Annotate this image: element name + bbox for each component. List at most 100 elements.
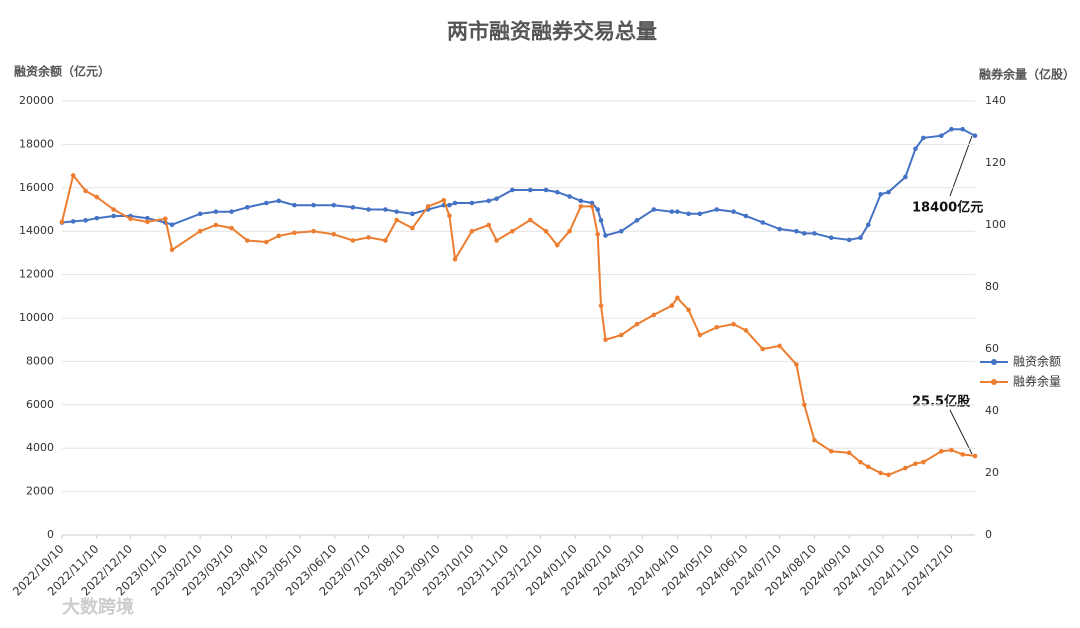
data-point bbox=[878, 192, 883, 197]
data-point bbox=[714, 325, 720, 330]
data-point bbox=[350, 238, 356, 243]
data-point bbox=[331, 232, 337, 237]
data-point bbox=[878, 470, 883, 476]
annotation: 25.5亿股 bbox=[912, 394, 970, 410]
y-tick-label: 2000 bbox=[26, 485, 54, 498]
data-point bbox=[743, 328, 749, 333]
y-tick-label: 10000 bbox=[19, 311, 54, 324]
data-point bbox=[578, 198, 584, 204]
data-point bbox=[292, 230, 297, 236]
data-point bbox=[83, 218, 88, 223]
data-point bbox=[469, 200, 475, 206]
data-point bbox=[802, 231, 807, 236]
watermark: 大数跨境 bbox=[62, 596, 134, 618]
data-point bbox=[589, 200, 595, 206]
data-point bbox=[311, 228, 316, 234]
data-point bbox=[543, 187, 549, 193]
data-point bbox=[595, 232, 600, 237]
data-point bbox=[366, 207, 371, 212]
legend-label: 融券余量 bbox=[1013, 374, 1061, 389]
data-point bbox=[83, 188, 88, 194]
data-point bbox=[197, 228, 203, 234]
y2-tick-label: 140 bbox=[985, 94, 1006, 107]
data-point bbox=[777, 226, 782, 232]
y2-tick-label: 0 bbox=[985, 528, 992, 541]
series-line bbox=[61, 173, 976, 476]
data-point bbox=[567, 194, 572, 199]
annotation-arrow bbox=[949, 135, 973, 197]
y2-tick-label: 20 bbox=[985, 466, 999, 479]
y-tick-label: 0 bbox=[47, 528, 54, 541]
data-point bbox=[812, 437, 817, 443]
data-point bbox=[527, 187, 533, 193]
data-point bbox=[618, 228, 624, 234]
y-tick-label: 4000 bbox=[26, 441, 54, 454]
data-point bbox=[452, 256, 458, 262]
data-point bbox=[598, 218, 604, 223]
data-point bbox=[972, 453, 978, 459]
data-point bbox=[972, 133, 978, 139]
data-point bbox=[598, 303, 604, 308]
data-point bbox=[94, 215, 100, 221]
data-point bbox=[858, 459, 863, 465]
data-point bbox=[846, 450, 852, 456]
data-point bbox=[244, 205, 250, 210]
data-point bbox=[949, 447, 954, 453]
y2-tick-label: 120 bbox=[985, 156, 1006, 169]
y2-tick-label: 80 bbox=[985, 280, 999, 293]
data-point bbox=[394, 217, 399, 223]
data-point bbox=[276, 198, 282, 204]
data-point bbox=[350, 205, 356, 210]
data-point bbox=[794, 362, 799, 367]
data-point bbox=[567, 228, 572, 234]
data-point bbox=[866, 222, 871, 227]
data-point bbox=[383, 207, 388, 212]
data-point bbox=[828, 235, 834, 241]
data-point bbox=[828, 449, 834, 454]
chart-title: 两市融资融券交易总量 bbox=[447, 19, 657, 44]
data-point bbox=[452, 200, 458, 206]
data-point bbox=[331, 202, 337, 208]
annotation-arrow bbox=[949, 409, 973, 455]
data-point bbox=[145, 219, 150, 225]
data-point bbox=[589, 204, 595, 209]
y2-axis-label: 融券余量（亿股） bbox=[979, 67, 1075, 82]
data-point bbox=[731, 209, 736, 214]
series-line bbox=[61, 128, 976, 241]
data-point bbox=[939, 449, 944, 454]
data-point bbox=[276, 233, 282, 239]
y-tick-label: 8000 bbox=[26, 354, 54, 367]
annotation: 18400亿元 bbox=[912, 200, 983, 216]
y2-tick-label: 40 bbox=[985, 404, 999, 417]
data-point bbox=[447, 202, 452, 208]
data-point bbox=[169, 247, 175, 253]
data-point bbox=[921, 459, 926, 465]
data-point bbox=[383, 238, 388, 243]
data-point bbox=[229, 209, 234, 214]
data-point bbox=[469, 228, 475, 234]
data-point bbox=[651, 312, 657, 318]
y-tick-label: 6000 bbox=[26, 398, 54, 411]
data-point bbox=[960, 126, 965, 132]
data-point bbox=[59, 219, 65, 225]
data-point bbox=[213, 222, 219, 228]
data-point bbox=[697, 332, 703, 338]
data-point bbox=[595, 207, 600, 212]
data-point bbox=[903, 465, 908, 471]
data-point bbox=[486, 222, 492, 228]
data-point bbox=[731, 321, 736, 327]
data-point bbox=[760, 220, 766, 225]
y-axis-label: 融资余额（亿元） bbox=[14, 64, 110, 79]
data-point bbox=[264, 200, 269, 206]
data-point bbox=[394, 209, 399, 214]
data-point bbox=[494, 238, 499, 243]
data-point bbox=[244, 238, 250, 243]
data-point bbox=[410, 211, 415, 217]
data-point bbox=[866, 464, 871, 470]
data-point bbox=[886, 189, 891, 195]
data-point bbox=[651, 207, 657, 212]
y-tick-label: 14000 bbox=[19, 224, 54, 237]
data-point bbox=[510, 228, 515, 234]
data-point bbox=[494, 196, 499, 201]
